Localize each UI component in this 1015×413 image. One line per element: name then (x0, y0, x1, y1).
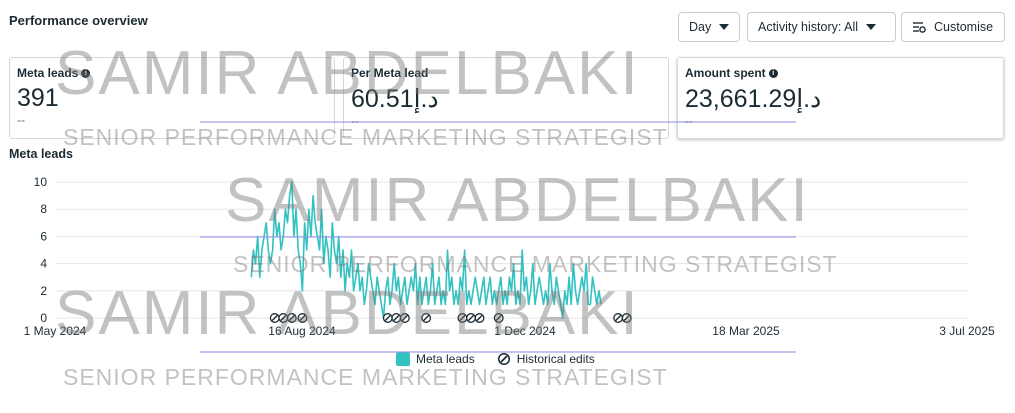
x-tick-label: 1 Dec 2024 (494, 324, 556, 338)
customise-button[interactable]: Customise (901, 12, 1005, 42)
customise-label: Customise (934, 20, 994, 34)
card-label: Amount spent (685, 66, 766, 80)
legend-swatch (396, 352, 410, 366)
activity-history-dropdown[interactable]: Activity history: All (747, 12, 896, 42)
marker-needle (280, 314, 287, 322)
watermark-rule (200, 121, 796, 123)
chart-title: Meta leads (9, 147, 73, 161)
historical-edit-marker (399, 313, 410, 323)
activity-label: Activity history: All (758, 20, 859, 34)
legend-label: Meta leads (416, 352, 475, 366)
day-label: Day (689, 20, 712, 34)
marker-needle (299, 314, 306, 322)
marker-needle (467, 314, 474, 322)
y-tick-label: 2 (40, 284, 47, 298)
x-tick-label: 18 Mar 2025 (712, 324, 780, 338)
historical-edit-marker (297, 313, 308, 323)
card-label-row: Per Meta lead (351, 66, 661, 80)
y-tick-label: 6 (40, 229, 47, 243)
chart-grid (55, 181, 968, 319)
metric-card-per-meta-lead[interactable]: Per Meta lead 60.51د.إ -- (343, 57, 669, 139)
card-value: 23,661.29د.إ (685, 85, 822, 113)
chevron-down-icon (866, 24, 877, 30)
chart-legend: Meta leads Historical edits (396, 352, 595, 366)
chevron-down-icon (719, 24, 730, 30)
x-tick-label: 3 Jul 2025 (939, 324, 995, 338)
marker-needle (393, 314, 400, 322)
metric-card-meta-leads[interactable]: Meta leads i 391 -- (9, 57, 335, 139)
y-tick-label: 4 (40, 257, 47, 271)
y-tick-label: 10 (34, 175, 48, 189)
customise-icon (913, 22, 926, 33)
historical-edit-marker (286, 313, 297, 323)
watermark-rule (200, 351, 796, 353)
marker-needle (615, 314, 622, 322)
marker-needle (384, 314, 391, 322)
legend-item-historical-edits[interactable]: Historical edits (497, 352, 595, 366)
marker-needle (476, 314, 483, 322)
historical-edit-marker (493, 313, 504, 323)
x-tick-label: 1 May 2024 (24, 324, 87, 338)
legend-item-meta-leads[interactable]: Meta leads (396, 352, 475, 366)
marker-needle (623, 314, 630, 322)
historical-edit-marker (457, 313, 468, 323)
historical-edit-marker (474, 313, 485, 323)
marker-needle (495, 314, 502, 322)
marker-needle (271, 314, 278, 322)
metric-card-amount-spent[interactable]: Amount spent i 23,661.29د.إ -- (677, 57, 1004, 139)
historical-edit-marker (466, 313, 476, 323)
card-label: Per Meta lead (351, 66, 429, 80)
page-title: Performance overview (9, 13, 148, 28)
legend-label: Historical edits (516, 352, 595, 366)
historical-edit-marker (382, 313, 393, 323)
info-icon[interactable]: i (768, 68, 778, 78)
marker-needle (423, 314, 430, 322)
y-tick-label: 8 (40, 202, 47, 216)
x-axis-ticks: 1 May 2024 16 Aug 2024 1 Dec 2024 18 Mar 20… (24, 324, 995, 338)
historical-edit-marker (421, 313, 432, 323)
card-value: 391 (17, 84, 59, 112)
day-dropdown[interactable]: Day (678, 12, 740, 42)
marker-needle (459, 314, 466, 322)
marker-needle (401, 314, 408, 322)
watermark-subtitle: SENIOR PERFORMANCE MARKETING STRATEGIST (63, 364, 668, 390)
card-label: Meta leads (17, 66, 79, 80)
historical-edit-marker (621, 313, 632, 323)
historical-edit-marker (278, 313, 289, 323)
historical-edits-layer (269, 313, 632, 323)
info-icon[interactable]: i (81, 68, 91, 78)
series-line-meta-leads (250, 181, 602, 319)
historical-edit-icon (497, 352, 510, 366)
x-tick-label: 16 Aug 2024 (268, 324, 336, 338)
card-comparison: -- (17, 113, 25, 127)
watermark-rule (200, 236, 796, 238)
historical-edit-marker (269, 313, 280, 323)
y-axis-ticks: 0 2 4 6 8 10 (34, 175, 48, 325)
card-label-row: Amount spent i (685, 66, 996, 80)
card-value: 60.51د.إ (351, 85, 439, 113)
historical-edit-marker (613, 313, 624, 323)
series-layer (250, 181, 602, 319)
historical-edit-marker (391, 313, 402, 323)
y-tick-label: 0 (40, 311, 47, 325)
marker-needle (288, 314, 295, 322)
card-label-row: Meta leads i (17, 66, 327, 80)
